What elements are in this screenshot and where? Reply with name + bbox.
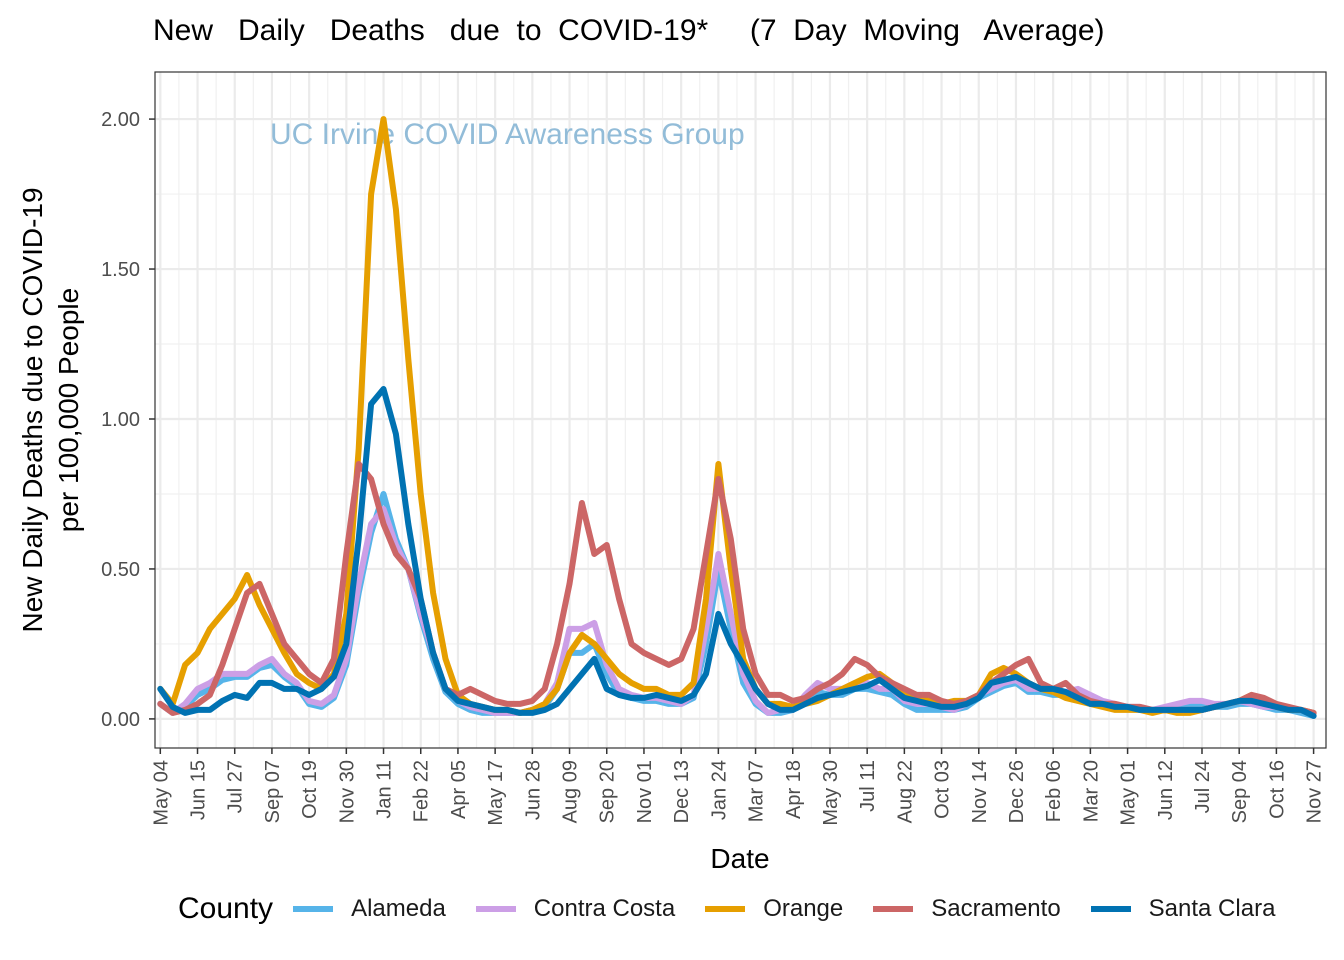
x-tick-label: Feb 22 bbox=[411, 760, 433, 822]
x-tick-label: Nov 27 bbox=[1304, 760, 1326, 823]
y-axis-title-line1: New Daily Deaths due to COVID-19 bbox=[17, 187, 48, 632]
x-tick-label: Jun 15 bbox=[188, 760, 210, 820]
legend-item: Contra Costa bbox=[475, 895, 676, 923]
legend-key bbox=[1090, 906, 1131, 912]
x-tick-label: Jul 11 bbox=[857, 760, 879, 812]
y-tick-label: 2.00 bbox=[101, 109, 140, 131]
legend-title: County bbox=[178, 892, 274, 925]
x-tick-label: Sep 20 bbox=[597, 760, 619, 823]
x-tick-label: Apr 05 bbox=[448, 760, 470, 819]
x-tick-label: Nov 14 bbox=[969, 760, 991, 823]
legend-key bbox=[475, 906, 516, 912]
x-tick-label: Oct 19 bbox=[299, 760, 321, 819]
legend: County Alameda Contra Costa Orange Sacramen… bbox=[178, 892, 1305, 926]
legend-label: Orange bbox=[763, 895, 844, 922]
x-tick-label: Sep 07 bbox=[262, 760, 284, 823]
x-tick-label: Dec 26 bbox=[1006, 760, 1028, 823]
legend-label: Sacramento bbox=[931, 895, 1061, 922]
legend-item: Orange bbox=[705, 895, 843, 923]
x-tick-label: Jun 28 bbox=[522, 760, 544, 820]
axes: May 04 Jun 15 Jul 27 Sep 07 Oct 19 Nov 30 Jan … bbox=[101, 109, 1326, 826]
y-tick-label: 0.00 bbox=[101, 709, 140, 731]
x-tick-label: Apr 18 bbox=[783, 760, 805, 819]
legend-item: Sacramento bbox=[873, 895, 1061, 923]
x-tick-label: Jul 24 bbox=[1192, 760, 1214, 813]
legend-label: Alameda bbox=[351, 895, 446, 922]
y-tick-label: 1.50 bbox=[101, 259, 140, 281]
legend-label: Santa Clara bbox=[1148, 895, 1276, 922]
x-tick-label: Sep 04 bbox=[1229, 760, 1251, 823]
x-tick-label: Nov 01 bbox=[634, 760, 656, 823]
x-tick-label: Jan 11 bbox=[374, 760, 396, 819]
x-tick-label: Oct 03 bbox=[932, 760, 954, 819]
legend-items: Alameda Contra Costa Orange Sacramento Santa… bbox=[293, 895, 1305, 923]
series-line-santa-clara bbox=[157, 386, 1317, 719]
x-tick-label: May 01 bbox=[1118, 760, 1140, 826]
x-tick-label: Jun 12 bbox=[1155, 760, 1177, 820]
x-tick-label: Jul 27 bbox=[225, 760, 247, 813]
legend-key bbox=[873, 906, 914, 912]
legend-label: Contra Costa bbox=[533, 895, 676, 922]
x-tick-label: Jan 24 bbox=[708, 760, 730, 820]
x-tick-label: Nov 30 bbox=[336, 760, 358, 823]
x-tick-label: Mar 07 bbox=[746, 760, 768, 822]
x-tick-label: May 17 bbox=[485, 760, 507, 826]
watermark: UC Irvine COVID Awareness Group bbox=[270, 118, 745, 151]
x-axis-title: Date bbox=[710, 843, 769, 874]
y-axis-title-line2: per 100,000 People bbox=[53, 288, 84, 532]
legend-key bbox=[705, 906, 746, 912]
x-tick-label: Dec 13 bbox=[671, 760, 693, 823]
series-lines bbox=[157, 116, 1317, 719]
y-tick-label: 0.50 bbox=[101, 559, 140, 581]
plot-border bbox=[154, 71, 1327, 749]
x-tick-label: Mar 20 bbox=[1080, 760, 1102, 822]
x-tick-label: Feb 06 bbox=[1043, 760, 1065, 822]
x-tick-label: Aug 09 bbox=[560, 760, 582, 823]
y-tick-label: 1.00 bbox=[101, 409, 140, 431]
x-tick-label: May 30 bbox=[820, 760, 842, 826]
x-tick-label: May 04 bbox=[150, 760, 172, 826]
chart-title: New Daily Deaths due to COVID-19* (7 Day… bbox=[153, 14, 1105, 47]
x-tick-label: Oct 16 bbox=[1266, 760, 1288, 819]
legend-item: Alameda bbox=[293, 895, 446, 923]
legend-item: Santa Clara bbox=[1090, 895, 1276, 923]
x-tick-label: Aug 22 bbox=[894, 760, 916, 823]
legend-key bbox=[293, 906, 334, 912]
